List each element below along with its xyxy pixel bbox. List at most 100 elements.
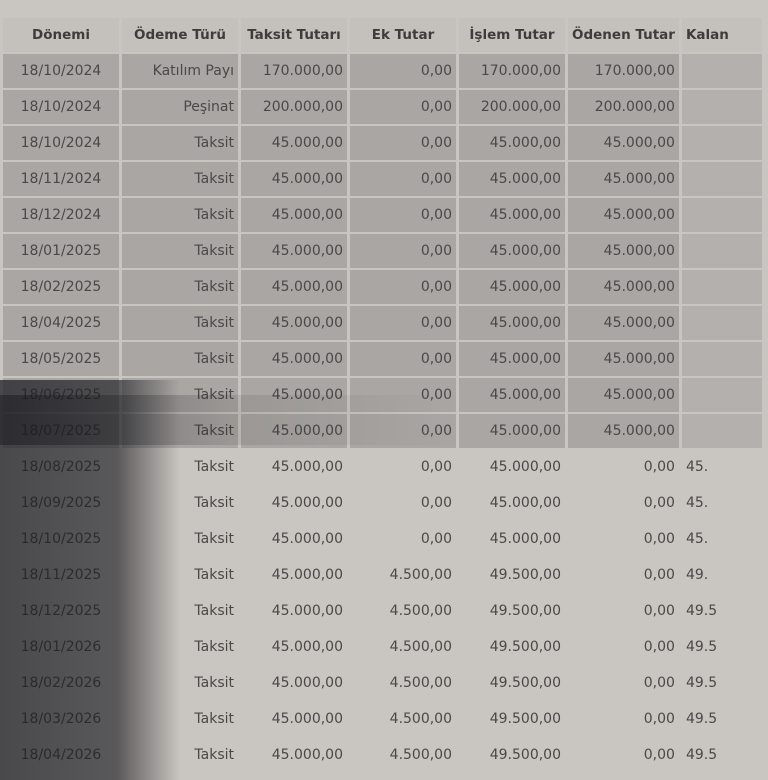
cell-payment-type: Taksit — [122, 342, 238, 376]
cell-paid-amount: 0,00 — [568, 522, 679, 556]
cell-installment-amount: 45.000,00 — [241, 414, 347, 448]
cell-period: 18/02/2025 — [3, 270, 119, 304]
cell-payment-type: Taksit — [122, 450, 238, 484]
table-row[interactable]: 18/04/2025 Taksit 45.000,00 0,00 45.000,00 45… — [3, 306, 762, 340]
cell-installment-amount: 170.000,00 — [241, 54, 347, 88]
payment-schedule: Dönemi Ödeme Türü Taksit Tutarı Ek Tutar… — [0, 16, 768, 774]
cell-paid-amount: 45.000,00 — [568, 234, 679, 268]
cell-transaction-amount: 45.000,00 — [459, 198, 565, 232]
cell-extra-amount: 0,00 — [350, 126, 456, 160]
cell-period: 18/10/2024 — [3, 54, 119, 88]
cell-extra-amount: 0,00 — [350, 378, 456, 412]
table-row[interactable]: 18/06/2025 Taksit 45.000,00 0,00 45.000,00 45… — [3, 378, 762, 412]
col-header-donemi[interactable]: Dönemi — [3, 18, 119, 52]
table-row[interactable]: 18/07/2025 Taksit 45.000,00 0,00 45.000,00 45… — [3, 414, 762, 448]
cell-installment-amount: 45.000,00 — [241, 198, 347, 232]
col-header-odeme-turu[interactable]: Ödeme Türü — [122, 18, 238, 52]
table-row[interactable]: 18/05/2025 Taksit 45.000,00 0,00 45.000,00 45… — [3, 342, 762, 376]
cell-transaction-amount: 45.000,00 — [459, 414, 565, 448]
cell-extra-amount: 0,00 — [350, 486, 456, 520]
cell-remaining — [681, 126, 762, 160]
cell-extra-amount: 0,00 — [350, 342, 456, 376]
cell-installment-amount: 45.000,00 — [241, 522, 347, 556]
cell-extra-amount: 0,00 — [350, 198, 456, 232]
cell-period: 18/10/2024 — [3, 90, 119, 124]
cell-paid-amount: 45.000,00 — [568, 306, 679, 340]
table-row[interactable]: 18/12/2024 Taksit 45.000,00 0,00 45.000,00 45… — [3, 198, 762, 232]
table-row[interactable]: 18/02/2025 Taksit 45.000,00 0,00 45.000,00 45… — [3, 270, 762, 304]
cell-paid-amount: 45.000,00 — [568, 378, 679, 412]
table-row[interactable]: 18/01/2025 Taksit 45.000,00 0,00 45.000,00 45… — [3, 234, 762, 268]
cell-period: 18/04/2026 — [3, 738, 119, 772]
cell-transaction-amount: 49.500,00 — [459, 558, 565, 592]
cell-period: 18/12/2025 — [3, 594, 119, 628]
cell-extra-amount: 4.500,00 — [350, 594, 456, 628]
cell-extra-amount: 0,00 — [350, 162, 456, 196]
cell-remaining — [681, 414, 762, 448]
cell-transaction-amount: 45.000,00 — [459, 306, 565, 340]
table-row[interactable]: 18/10/2024 Taksit 45.000,00 0,00 45.000,00 45… — [3, 126, 762, 160]
table-row[interactable]: 18/11/2024 Taksit 45.000,00 0,00 45.000,00 45… — [3, 162, 762, 196]
col-header-taksit-tutari[interactable]: Taksit Tutarı — [241, 18, 347, 52]
table-row[interactable]: 18/03/2026 Taksit 45.000,00 4.500,00 49.500,… — [3, 702, 762, 736]
cell-paid-amount: 45.000,00 — [568, 342, 679, 376]
cell-extra-amount: 0,00 — [350, 90, 456, 124]
col-header-odenen-tutar[interactable]: Ödenen Tutar — [568, 18, 679, 52]
cell-remaining: 45. — [681, 522, 762, 556]
cell-payment-type: Taksit — [122, 522, 238, 556]
cell-installment-amount: 45.000,00 — [241, 162, 347, 196]
cell-installment-amount: 45.000,00 — [241, 558, 347, 592]
table-row[interactable]: 18/10/2024 Peşinat 200.000,00 0,00 200.000,0… — [3, 90, 762, 124]
cell-transaction-amount: 45.000,00 — [459, 450, 565, 484]
cell-payment-type: Taksit — [122, 234, 238, 268]
cell-extra-amount: 0,00 — [350, 234, 456, 268]
cell-payment-type: Taksit — [122, 126, 238, 160]
cell-period: 18/11/2025 — [3, 558, 119, 592]
cell-paid-amount: 45.000,00 — [568, 162, 679, 196]
table-row[interactable]: 18/12/2025 Taksit 45.000,00 4.500,00 49.500,… — [3, 594, 762, 628]
cell-installment-amount: 45.000,00 — [241, 702, 347, 736]
cell-transaction-amount: 49.500,00 — [459, 630, 565, 664]
cell-payment-type: Taksit — [122, 162, 238, 196]
table-row[interactable]: 18/11/2025 Taksit 45.000,00 4.500,00 49.500,… — [3, 558, 762, 592]
table-row[interactable]: 18/02/2026 Taksit 45.000,00 4.500,00 49.500,… — [3, 666, 762, 700]
table-row[interactable]: 18/08/2025 Taksit 45.000,00 0,00 45.000,00 0,… — [3, 450, 762, 484]
cell-installment-amount: 45.000,00 — [241, 738, 347, 772]
cell-paid-amount: 45.000,00 — [568, 126, 679, 160]
cell-payment-type: Taksit — [122, 414, 238, 448]
cell-remaining: 45. — [681, 486, 762, 520]
table-row[interactable]: 18/09/2025 Taksit 45.000,00 0,00 45.000,00 0,… — [3, 486, 762, 520]
cell-remaining: 49.5 — [681, 594, 762, 628]
cell-extra-amount: 4.500,00 — [350, 702, 456, 736]
cell-period: 18/04/2025 — [3, 306, 119, 340]
table-row[interactable]: 18/10/2025 Taksit 45.000,00 0,00 45.000,00 0,… — [3, 522, 762, 556]
cell-remaining — [681, 234, 762, 268]
cell-extra-amount: 0,00 — [350, 414, 456, 448]
col-header-ek-tutar[interactable]: Ek Tutar — [350, 18, 456, 52]
cell-paid-amount: 0,00 — [568, 594, 679, 628]
cell-period: 18/08/2025 — [3, 450, 119, 484]
cell-transaction-amount: 170.000,00 — [459, 54, 565, 88]
cell-transaction-amount: 45.000,00 — [459, 270, 565, 304]
table-row[interactable]: 18/10/2024 Katılım Payı 170.000,00 0,00 170.… — [3, 54, 762, 88]
cell-paid-amount: 200.000,00 — [568, 90, 679, 124]
cell-remaining: 49.5 — [681, 738, 762, 772]
cell-remaining — [681, 54, 762, 88]
col-header-islem-tutar[interactable]: İşlem Tutar — [459, 18, 565, 52]
col-header-kalan[interactable]: Kalan — [681, 18, 762, 52]
payment-table: Dönemi Ödeme Türü Taksit Tutarı Ek Tutar… — [0, 16, 765, 774]
table-row[interactable]: 18/04/2026 Taksit 45.000,00 4.500,00 49.500,… — [3, 738, 762, 772]
cell-extra-amount: 4.500,00 — [350, 738, 456, 772]
cell-period: 18/11/2024 — [3, 162, 119, 196]
cell-payment-type: Taksit — [122, 270, 238, 304]
cell-payment-type: Taksit — [122, 702, 238, 736]
cell-remaining: 45. — [681, 450, 762, 484]
cell-installment-amount: 45.000,00 — [241, 630, 347, 664]
cell-period: 18/09/2025 — [3, 486, 119, 520]
table-row[interactable]: 18/01/2026 Taksit 45.000,00 4.500,00 49.500,… — [3, 630, 762, 664]
cell-transaction-amount: 45.000,00 — [459, 234, 565, 268]
cell-payment-type: Taksit — [122, 558, 238, 592]
cell-payment-type: Peşinat — [122, 90, 238, 124]
cell-transaction-amount: 49.500,00 — [459, 666, 565, 700]
cell-installment-amount: 45.000,00 — [241, 234, 347, 268]
